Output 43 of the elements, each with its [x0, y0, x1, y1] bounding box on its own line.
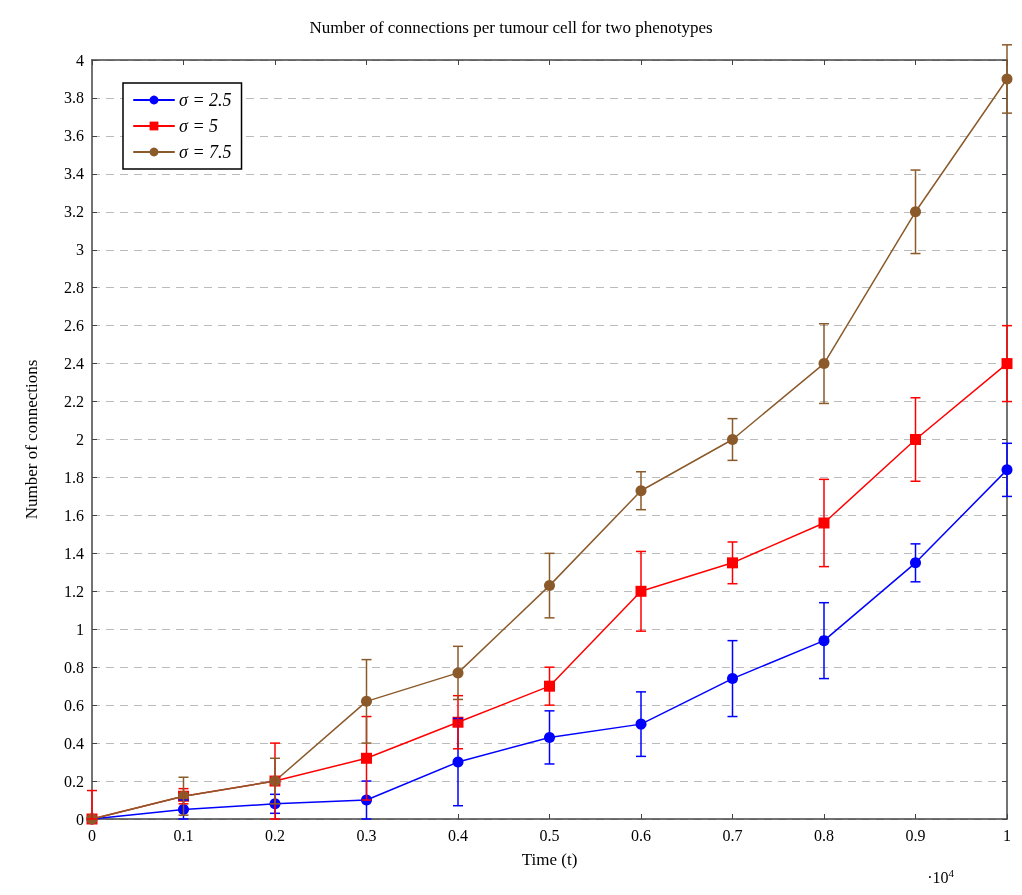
y-tick-label: 1	[76, 620, 84, 638]
point	[544, 680, 555, 692]
y-tick-label: 0.4	[64, 734, 84, 752]
x-tick-label: 0.9	[905, 826, 926, 844]
y-tick-label: 3.4	[64, 165, 84, 183]
x-tick-label: 1	[1003, 826, 1011, 844]
y-tick-label: 2.2	[64, 393, 84, 411]
y-tick-label: 0.6	[64, 696, 84, 714]
x-tick-label: 0	[88, 826, 96, 844]
x-tick-label: 0.5	[539, 826, 560, 844]
legend-label: σ = 2.5	[179, 90, 232, 110]
x-axis-title: Time (t)	[521, 850, 578, 869]
x-tick-label: 0.3	[356, 826, 377, 844]
y-tick-label: 3.2	[64, 203, 84, 221]
y-tick-label: 3	[76, 241, 84, 259]
x-tick-label: 0.7	[722, 826, 743, 844]
legend-label: σ = 5	[179, 116, 219, 136]
x-tick-label: 0.2	[265, 826, 285, 844]
point	[727, 557, 738, 569]
x-tick-label: 0.8	[814, 826, 834, 844]
y-tick-label: 4	[76, 51, 84, 69]
y-tick-label: 2.6	[64, 317, 84, 335]
chart-title: Number of connections per tumour cell for two phenotypes	[309, 18, 713, 37]
y-tick-label: 3.6	[64, 127, 84, 145]
y-tick-label: 3.8	[64, 89, 84, 107]
y-tick-label: 1.2	[64, 582, 84, 600]
x-tick-label: 0.6	[631, 826, 651, 844]
y-tick-label: 1.8	[64, 468, 84, 486]
legend-label: σ = 7.5	[179, 142, 232, 162]
y-tick-label: 2	[76, 431, 84, 448]
y-tick-label: 0.2	[64, 772, 84, 790]
y-tick-label: 0.8	[64, 658, 84, 676]
point	[361, 752, 372, 764]
point	[910, 434, 921, 445]
point	[727, 434, 738, 445]
y-tick-label: 2.4	[64, 355, 84, 373]
y-tick-label: 1.6	[64, 506, 84, 524]
y-tick-label: 1.4	[64, 544, 84, 562]
x-tick-label: 0.1	[173, 826, 194, 844]
y-tick-label: 2.8	[64, 279, 84, 297]
y-tick-label: 0	[76, 810, 84, 828]
x-tick-label: 0.4	[448, 826, 468, 844]
y-axis-title: Number of connections	[22, 359, 41, 520]
